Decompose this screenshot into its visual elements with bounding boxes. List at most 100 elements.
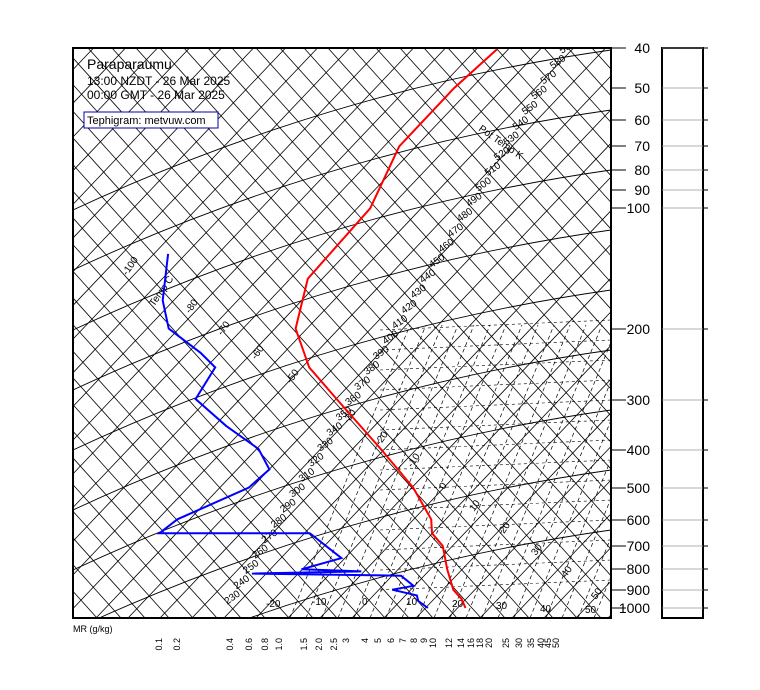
mr-tick-label: 0.8	[260, 638, 270, 651]
sounding-series	[156, 48, 498, 609]
isotherm-line	[73, 48, 94, 71]
dry-adiabat-line	[73, 190, 458, 618]
credit-label: Tephigram: metvuw.com	[87, 115, 206, 127]
mr-tick-label: 0.2	[172, 638, 182, 651]
isotherm-line	[95, 75, 611, 618]
dry-adiabat-line	[303, 48, 611, 390]
isotherm-line	[127, 108, 611, 618]
mr-tick-label: 14	[456, 638, 466, 648]
isotherm-line	[73, 48, 382, 374]
isotherm-line	[287, 277, 611, 618]
bottom-temp-label: 40	[540, 604, 552, 615]
bottom-temp-label: 50	[585, 605, 597, 616]
dry-adiabat-line	[73, 430, 242, 618]
mixing-ratio-line	[481, 324, 603, 618]
mr-tick-label: 9	[419, 638, 429, 643]
temp-tick-label: 40	[559, 564, 575, 580]
dry-adiabat-line	[495, 48, 611, 177]
temp-tick-label: -60	[249, 343, 267, 362]
isotherm-line	[223, 210, 611, 618]
isotherm-line	[73, 48, 222, 205]
dry-adiabat-line	[231, 48, 611, 470]
temp-tick-label: 20	[497, 520, 513, 536]
isotherm-line	[191, 176, 611, 618]
isotherm-line	[73, 48, 190, 172]
pressure-tick-label: 900	[627, 582, 651, 598]
isotherm-line	[479, 479, 611, 618]
pressure-tick-label: 700	[627, 538, 651, 554]
dry-adiabat-line	[73, 590, 98, 618]
mr-tick-label: 25	[501, 638, 511, 648]
pressure-tick-label: 60	[634, 112, 650, 128]
dry-adiabat-line	[73, 377, 290, 618]
wind-panel	[661, 47, 704, 619]
pressure-tick-label: 40	[634, 40, 650, 56]
dry-adiabat-line	[591, 48, 611, 70]
isotherm-line	[511, 513, 611, 618]
moist-adiabat-line	[379, 339, 611, 351]
temp-tick-label: 30	[529, 542, 545, 558]
mr-tick-label: 1.5	[299, 638, 309, 651]
mr-tick-label: 40	[536, 638, 546, 648]
isotherm-line	[73, 48, 574, 576]
bottom-temp-label: -10	[312, 597, 327, 608]
dry-adiabat-line	[73, 297, 362, 618]
dry-adiabat-line	[135, 48, 611, 577]
dry-adiabat-line	[543, 48, 611, 124]
mixing-ratio-line	[449, 324, 571, 618]
dry-adiabat-line	[183, 48, 611, 524]
isotherm-line	[0, 48, 62, 618]
mr-tick-label: 4	[360, 638, 370, 643]
isotherm-line	[73, 48, 318, 306]
mr-tick-label: 6	[386, 638, 396, 643]
dry-adiabat-line	[73, 404, 266, 618]
isobar-curve	[73, 289, 611, 451]
mixing-ratio-line	[433, 324, 555, 618]
dry-adiabat-line	[519, 48, 611, 150]
moist-adiabat-line	[379, 359, 611, 371]
isotherm-line	[704, 48, 760, 618]
dry-adiabat-line	[73, 324, 338, 618]
pressure-tick-label: 100	[627, 200, 651, 216]
mr-tick-label: 50	[551, 638, 561, 648]
isotherm-line	[383, 378, 611, 618]
moist-adiabat-line	[379, 419, 611, 431]
moist-adiabat-line	[379, 379, 611, 391]
pressure-tick-label: 1000	[619, 600, 650, 616]
isotherm-line	[73, 48, 478, 475]
temp-tick-label: -70	[215, 319, 233, 338]
dry-adiabat-line	[207, 48, 611, 497]
dry-adiabat-line	[159, 48, 611, 550]
isobar-curve	[73, 109, 611, 271]
isotherm-line	[73, 48, 254, 239]
isotherm-line	[73, 48, 542, 542]
plot-frame	[72, 47, 612, 619]
isobar-curve	[248, 529, 611, 618]
isotherm-line	[351, 344, 611, 618]
dry-adiabat-line	[73, 270, 386, 618]
isotherm-line	[73, 48, 606, 610]
isotherm-line	[415, 412, 611, 618]
dry-adiabat-line	[423, 48, 611, 257]
moist-adiabat-line	[379, 399, 611, 411]
moist-adiabat-line	[379, 479, 611, 491]
temp-tick-label: -10	[405, 451, 423, 470]
mr-tick-label: 16	[466, 638, 476, 648]
moist-adiabat-line	[379, 319, 611, 331]
mr-tick-label: 30	[514, 638, 524, 648]
mixing-ratio-line	[529, 419, 611, 618]
dry-adiabat-line	[471, 48, 611, 204]
bottom-temp-label: 10	[406, 597, 418, 608]
pressure-tick-label: 80	[634, 162, 650, 178]
chart-title: Paraparaumu	[87, 56, 172, 72]
mixing-ratio-line	[353, 324, 475, 618]
bottom-temp-label: 30	[496, 601, 508, 612]
dry-adiabat-line	[399, 48, 611, 284]
dry-adiabat-line	[111, 48, 611, 604]
mixing-ratio-line	[337, 324, 459, 618]
dry-adiabat-line	[73, 564, 122, 618]
local-time-label: 13:00 NZDT - 26 Mar 2025	[87, 74, 231, 88]
mr-tick-label: 10	[428, 638, 438, 648]
